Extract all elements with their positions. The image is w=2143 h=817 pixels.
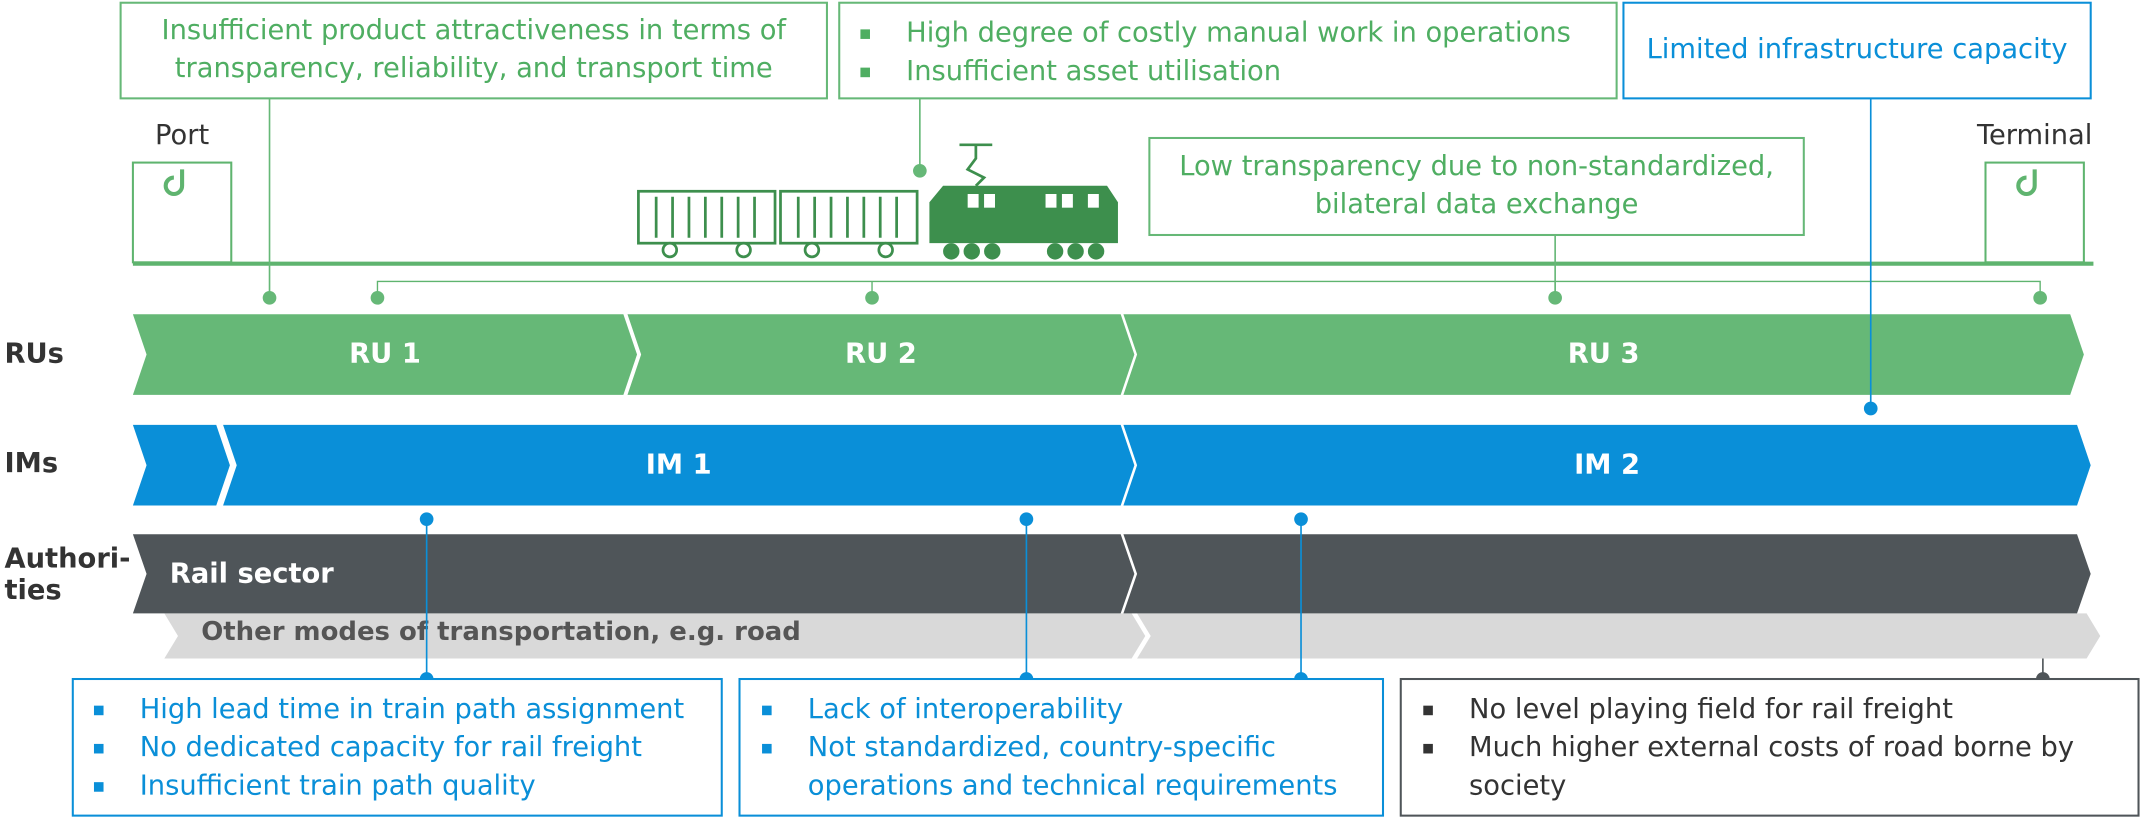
bullet (762, 706, 772, 716)
callout-text: Insufficient product attractiveness in t… (162, 15, 788, 46)
locomotive-wheels (943, 243, 1104, 259)
callout-text: Limited infrastructure capacity (1647, 34, 2068, 65)
callout-text: High degree of costly manual work in ope… (906, 18, 1571, 49)
callout-text: No level playing field for rail freight (1469, 694, 1953, 725)
connector-dot (1020, 512, 1034, 526)
callout-text: society (1469, 770, 1566, 801)
connector-dot (913, 164, 927, 178)
bullet (1423, 744, 1433, 754)
connector-dot (1864, 402, 1878, 416)
connector-dot (420, 512, 434, 526)
row-label: RUs (4, 339, 63, 370)
chevron (1123, 534, 2090, 613)
chevron-label: RU 1 (349, 339, 421, 370)
row-label: IMs (4, 448, 58, 479)
chevron-label: IM 1 (646, 449, 712, 480)
diagram: Port Terminal RUs IMs Authori-ties Other mo… (0, 0, 2143, 817)
callout-text: Low transparency due to non-standardized… (1179, 151, 1774, 182)
bullet (860, 68, 870, 78)
chevron-label: RU 2 (845, 339, 917, 370)
callout-text: High lead time in train path assignment (140, 694, 685, 725)
chevron-label: Rail sector (170, 559, 334, 590)
row-label: Authori- (4, 544, 130, 575)
callout-text: transparency, reliability, and transport… (175, 53, 773, 84)
callout-text: bilateral data exchange (1315, 189, 1639, 220)
chevron-label: RU 3 (1568, 339, 1640, 370)
bullet (860, 29, 870, 39)
connector-dot (2033, 291, 2047, 305)
bullet (94, 744, 104, 754)
bullet (762, 744, 772, 754)
chevron-label: IM 2 (1574, 449, 1640, 480)
connector-dot (1548, 291, 1562, 305)
callout-text: Insufficient asset utilisation (906, 56, 1281, 87)
callout-text: No dedicated capacity for rail freight (140, 732, 643, 763)
hook-icon (166, 169, 182, 194)
connector-dot (1294, 512, 1308, 526)
location-label: Port (155, 120, 209, 151)
page: { "locations": ["Port", "Terminal"], "ro… (0, 0, 2143, 817)
chevron (133, 425, 230, 506)
row-label: ties (4, 575, 61, 606)
chevron (1137, 613, 2100, 658)
connector (377, 281, 2040, 297)
callout-text: operations and technical requirements (808, 770, 1338, 801)
callout-text: Much higher external costs of road borne… (1469, 732, 2074, 763)
callout-text: Not standardized, country-specific (808, 732, 1276, 763)
connector-dot (371, 291, 385, 305)
connector-dot (865, 291, 879, 305)
chevron-label: Other modes of transportation, e.g. road (201, 617, 801, 647)
connector-dot (263, 291, 277, 305)
bullet (1423, 706, 1433, 716)
bullet (94, 706, 104, 716)
location-label: Terminal (1976, 120, 2092, 151)
callout-text: Lack of interoperability (808, 694, 1123, 725)
bullet (94, 782, 104, 792)
hook-icon (2018, 169, 2034, 194)
callout-text: Insufficient train path quality (140, 770, 536, 801)
